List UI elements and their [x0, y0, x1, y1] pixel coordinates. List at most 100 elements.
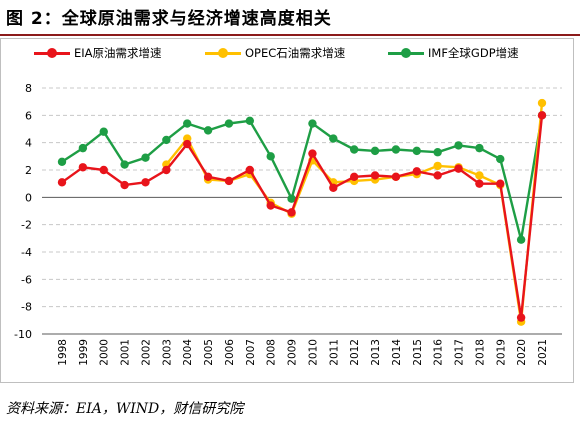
data-point [454, 164, 463, 173]
y-tick-label: 2 [25, 164, 32, 177]
legend: EIA原油需求增速 OPEC石油需求增速 IMF全球GDP增速 [0, 45, 580, 67]
x-tick-label: 2005 [203, 339, 215, 366]
legend-swatch-imf [388, 47, 424, 59]
x-tick-label: 1998 [57, 339, 69, 366]
data-point [224, 119, 234, 128]
y-tick-label: -8 [21, 301, 32, 314]
legend-label-opec: OPEC石油需求增速 [245, 46, 346, 60]
data-point [308, 149, 317, 158]
x-axis: 1998 1999 2000 2001 2002 2003 2004 2005 2006 2007… [42, 196, 562, 366]
data-point [496, 179, 505, 188]
data-point [349, 145, 359, 154]
source-note: 资料来源：EIA，WIND，财信研究院 [6, 401, 244, 417]
data-point [433, 171, 442, 180]
data-point [99, 127, 108, 136]
x-tick-label: 2011 [328, 339, 340, 366]
data-point [329, 183, 338, 192]
data-point [370, 146, 380, 156]
y-axis-ticks: 8 6 4 2 0 -2 -4 -6 -8 -10 [14, 82, 32, 341]
data-point [433, 161, 442, 171]
data-point [224, 176, 234, 186]
legend-label-eia: EIA原油需求增速 [74, 46, 162, 60]
data-point [162, 165, 171, 175]
x-tick-label: 2014 [391, 339, 403, 366]
data-point [516, 313, 526, 322]
data-point [391, 145, 401, 154]
y-tick-label: 0 [25, 191, 32, 204]
x-tick-label: 2000 [99, 339, 111, 366]
data-point [120, 160, 129, 169]
data-point [496, 154, 505, 164]
data-point [141, 178, 150, 187]
x-tick-label: 2015 [412, 339, 424, 366]
data-point [203, 126, 213, 135]
x-tick-label: 2018 [474, 339, 486, 366]
data-point [329, 134, 338, 143]
figure-title: 图 2：全球原油需求与经济增速高度相关 [6, 9, 332, 29]
data-point [245, 165, 255, 175]
x-tick-label: 2012 [349, 339, 361, 366]
data-point [266, 201, 275, 210]
data-point [349, 172, 359, 182]
x-tick-label: 2010 [307, 339, 319, 366]
data-point [120, 180, 129, 190]
data-point [516, 235, 526, 244]
chart-frame [0, 38, 574, 383]
y-tick-label: -4 [21, 246, 32, 259]
x-tick-label: 2008 [266, 339, 278, 366]
data-point [141, 153, 150, 162]
series-2 [57, 111, 547, 244]
x-tick-label: 2002 [140, 339, 152, 366]
x-tick-label: 2001 [120, 339, 132, 366]
series-lines [57, 98, 547, 326]
legend-label-imf: IMF全球GDP增速 [428, 46, 519, 60]
x-tick-label: 2007 [245, 339, 257, 366]
x-tick-label: 2021 [537, 339, 549, 366]
data-point [370, 171, 380, 180]
legend-swatch-eia [34, 47, 70, 59]
data-point [78, 163, 88, 172]
data-point [287, 208, 296, 217]
x-tick-label: 2013 [370, 339, 382, 366]
title-divider [0, 34, 580, 36]
data-point [266, 152, 275, 161]
x-tick-label: 2017 [454, 339, 466, 366]
legend-item-opec: OPEC石油需求增速 [205, 45, 345, 61]
data-point [203, 172, 213, 182]
series-0 [57, 111, 547, 322]
x-tick-label: 2009 [287, 339, 299, 366]
y-tick-label: -6 [21, 273, 32, 286]
data-point [475, 179, 484, 188]
data-point [454, 141, 463, 150]
gridlines [42, 87, 562, 335]
data-point [183, 119, 192, 128]
data-point [57, 178, 67, 187]
y-tick-label: -10 [14, 328, 32, 341]
data-point [162, 135, 171, 145]
data-point [99, 165, 108, 175]
x-tick-label: 1999 [78, 339, 90, 366]
data-point [78, 143, 88, 153]
x-tick-label: 2006 [224, 339, 236, 366]
x-tick-label: 2003 [161, 339, 173, 366]
data-point [308, 119, 317, 128]
line-chart: 8 6 4 2 0 -2 -4 -6 -8 -10 1998 1999 2000 2001 2002 200… [14, 82, 562, 366]
legend-item-imf: IMF全球GDP增速 [388, 45, 519, 61]
y-tick-label: 6 [25, 109, 32, 122]
y-tick-label: -2 [21, 219, 32, 232]
x-tick-label: 2019 [495, 339, 507, 366]
y-tick-label: 4 [25, 137, 32, 150]
series-1 [162, 98, 547, 326]
x-tick-label: 2020 [516, 339, 528, 366]
series-line [61, 115, 544, 319]
x-tick-label: 2016 [433, 339, 445, 366]
data-point [412, 167, 421, 176]
x-tick-label: 2004 [182, 339, 194, 366]
data-point [183, 139, 192, 149]
data-point [537, 98, 547, 108]
data-point [245, 116, 255, 126]
data-point [287, 194, 296, 203]
data-point [433, 148, 442, 157]
legend-swatch-opec [205, 47, 241, 59]
data-point [391, 172, 401, 182]
